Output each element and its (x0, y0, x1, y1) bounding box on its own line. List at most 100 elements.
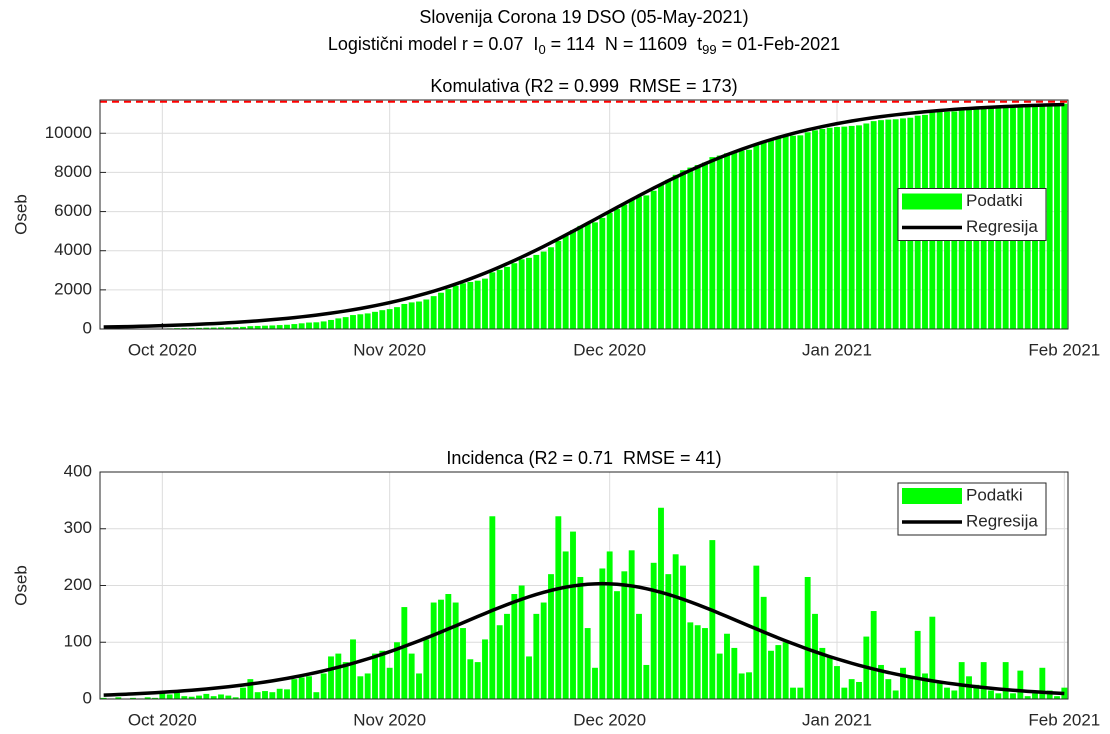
bar (445, 289, 451, 329)
bar (423, 639, 429, 699)
bar (834, 127, 840, 329)
bar (577, 577, 583, 699)
bar (775, 138, 781, 329)
bar (841, 127, 847, 329)
bar (673, 175, 679, 329)
bar (1039, 668, 1045, 699)
bar (225, 696, 231, 699)
bar (438, 293, 444, 329)
bar (218, 694, 224, 699)
x-tick-label: Dec 2020 (573, 710, 646, 729)
bar (431, 296, 437, 329)
bar (592, 222, 598, 329)
bar (709, 540, 715, 699)
bar (1061, 104, 1067, 329)
bar (159, 693, 165, 699)
bar (196, 696, 202, 699)
bar (497, 270, 503, 329)
bar (680, 170, 686, 329)
bar (643, 195, 649, 329)
bar (167, 694, 173, 699)
y-tick-label: 4000 (54, 240, 92, 259)
bar (533, 614, 539, 699)
bar (1054, 104, 1060, 329)
bar (1032, 693, 1038, 699)
bar (306, 323, 312, 329)
bar (893, 690, 899, 699)
bar (937, 682, 943, 699)
bar (717, 654, 723, 699)
bar (607, 213, 613, 329)
bar (856, 125, 862, 329)
bar (335, 318, 341, 329)
bar (548, 247, 554, 329)
bar (665, 180, 671, 329)
axes-title: Komulativa (R2 = 0.999 RMSE = 173) (430, 76, 737, 96)
bar (929, 617, 935, 699)
bar (313, 692, 319, 699)
bar (775, 645, 781, 699)
bar (467, 659, 473, 699)
bar (724, 153, 730, 329)
bar (555, 516, 561, 699)
legend-label: Regresija (966, 511, 1038, 530)
bar (328, 320, 334, 329)
y-tick-label: 6000 (54, 201, 92, 220)
bar (328, 656, 334, 699)
bar (753, 145, 759, 329)
bar (306, 676, 312, 699)
bar (555, 241, 561, 329)
bar (357, 676, 363, 699)
bar (746, 150, 752, 329)
bar (416, 673, 422, 699)
bar (409, 654, 415, 699)
bar (907, 676, 913, 699)
bar (761, 142, 767, 329)
bar (387, 668, 393, 699)
bar (922, 673, 928, 699)
bar (409, 302, 415, 329)
bar (563, 236, 569, 329)
bar (981, 662, 987, 699)
bar (174, 693, 180, 699)
bar (944, 688, 950, 699)
bar (797, 688, 803, 699)
bar (731, 152, 737, 329)
bar (269, 325, 275, 329)
y-axis-label: Oseb (11, 194, 30, 235)
legend-swatch (902, 488, 962, 504)
bar (658, 184, 664, 329)
bar (365, 313, 371, 329)
bar (379, 651, 385, 699)
bar (790, 688, 796, 699)
bar (621, 205, 627, 329)
bar (585, 628, 591, 699)
bar (783, 642, 789, 699)
bar (504, 614, 510, 699)
bar (790, 136, 796, 329)
bar (343, 662, 349, 699)
bar (1047, 104, 1053, 329)
bar (783, 136, 789, 329)
bar (643, 665, 649, 699)
subtitle-text: Logistični model r = 0.07 I (328, 34, 539, 54)
bar (746, 672, 752, 699)
bar (724, 634, 730, 699)
bar (255, 692, 261, 699)
bar (592, 668, 598, 699)
y-tick-label: 300 (64, 518, 92, 537)
bar (431, 603, 437, 699)
bar (299, 323, 305, 329)
bar (614, 591, 620, 699)
bar (739, 151, 745, 329)
bar (321, 673, 327, 699)
bar (812, 130, 818, 329)
bar (819, 129, 825, 329)
bar (533, 255, 539, 329)
bar (372, 312, 378, 329)
bar (805, 132, 811, 329)
bar (482, 279, 488, 329)
bar (863, 123, 869, 329)
bar (959, 662, 965, 699)
